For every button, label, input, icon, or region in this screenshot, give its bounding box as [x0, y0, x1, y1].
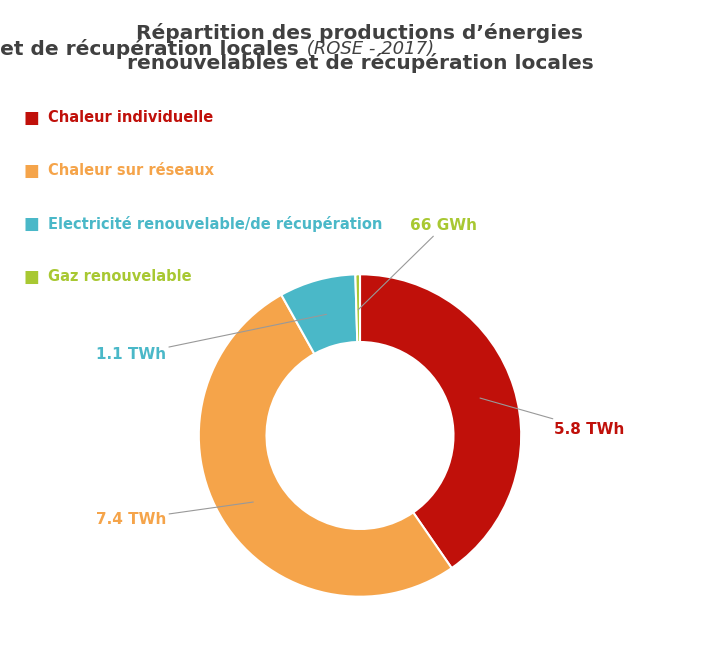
- Text: 7.4 TWh: 7.4 TWh: [96, 502, 253, 526]
- Text: (ROSE - 2017): (ROSE - 2017): [301, 40, 434, 58]
- Text: Chaleur individuelle: Chaleur individuelle: [48, 111, 213, 125]
- Text: 66 GWh: 66 GWh: [358, 218, 477, 310]
- Text: Gaz renouvelable: Gaz renouvelable: [48, 269, 191, 285]
- Wedge shape: [282, 274, 357, 354]
- Text: ■: ■: [24, 215, 40, 233]
- Wedge shape: [360, 274, 521, 568]
- Text: ■: ■: [24, 109, 40, 127]
- Text: 1.1 TWh: 1.1 TWh: [96, 315, 327, 363]
- Text: ■: ■: [24, 268, 40, 286]
- Text: renouvelables et de récupération locales: renouvelables et de récupération locales: [127, 53, 593, 73]
- Wedge shape: [356, 274, 360, 342]
- Circle shape: [266, 342, 454, 529]
- Wedge shape: [199, 295, 451, 597]
- Text: Chaleur sur réseaux: Chaleur sur réseaux: [48, 163, 214, 178]
- Text: Electricité renouvelable/de récupération: Electricité renouvelable/de récupération: [48, 216, 382, 232]
- Text: 5.8 TWh: 5.8 TWh: [480, 398, 624, 437]
- Text: ■: ■: [24, 162, 40, 180]
- Text: renouvelables et de récupération locales: renouvelables et de récupération locales: [0, 40, 299, 59]
- Text: Répartition des productions d’énergies: Répartition des productions d’énergies: [137, 23, 583, 43]
